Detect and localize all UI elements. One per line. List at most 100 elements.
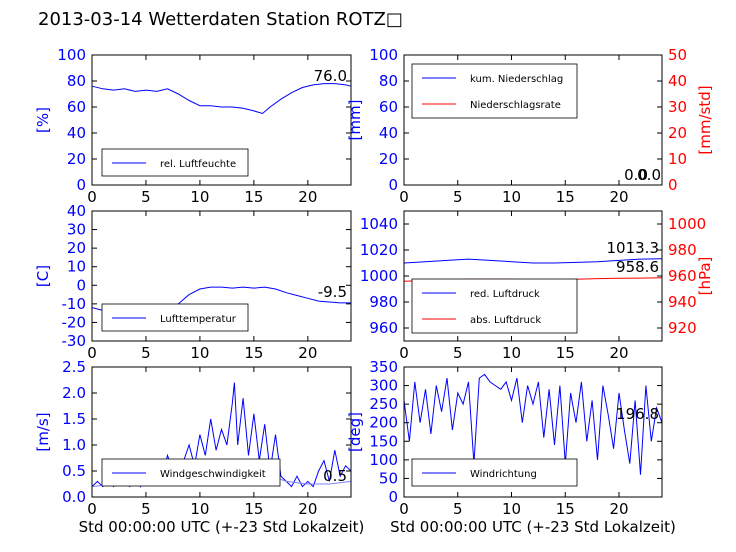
y-tick-label: 40 [379, 124, 398, 142]
y2-tick-label: 940 [668, 293, 697, 311]
x-tick-label: 20 [609, 188, 628, 206]
x-tick-label: 5 [453, 500, 463, 518]
y-axis-label: [m/s] [34, 412, 52, 451]
y-tick-label: 200 [369, 414, 398, 432]
y-tick-label: 100 [369, 46, 398, 64]
y-tick-label: -10 [62, 295, 87, 313]
x-tick-label: 20 [298, 344, 317, 362]
y-tick-label: 20 [67, 239, 86, 257]
y-tick-label: 0 [388, 488, 398, 506]
legend-box [411, 278, 578, 334]
x-axis-label: Std 00:00:00 UTC (+-23 Std Lokalzeit) [390, 518, 676, 536]
y-axis-label: [%] [34, 107, 52, 133]
x-tick-label: 20 [298, 500, 317, 518]
x-tick-label: 5 [141, 188, 151, 206]
y-tick-label: 80 [67, 72, 86, 90]
x-axis-label: Std 00:00:00 UTC (+-23 Std Lokalzeit) [79, 518, 365, 536]
y-tick-label: 10 [67, 258, 86, 276]
legend-label: Windrichtung [470, 469, 537, 480]
x-tick-label: 10 [190, 500, 209, 518]
y-tick-label: 350 [369, 358, 398, 376]
y-tick-label: 60 [379, 98, 398, 116]
y-axis-label: [deg] [346, 412, 364, 452]
x-tick-label: 5 [141, 500, 151, 518]
plot-frame [403, 54, 663, 186]
y2-tick-label: 960 [668, 267, 697, 285]
x-tick-label: 15 [244, 188, 263, 206]
value-annotation: 196.8 [616, 405, 659, 423]
y-tick-label: 40 [67, 124, 86, 142]
y-axis-label: [mm] [346, 100, 364, 141]
value-annotation: -9.5 [318, 283, 347, 301]
legend-box [411, 63, 578, 119]
y-tick-label: 960 [369, 319, 398, 337]
x-tick-label: 0 [87, 500, 97, 518]
x-tick-label: 15 [556, 188, 575, 206]
x-tick-label: 10 [190, 344, 209, 362]
y2-tick-label: 920 [668, 319, 697, 337]
y2-tick-label: 20 [668, 124, 687, 142]
series-line-0-0 [91, 83, 352, 115]
y-tick-label: 30 [67, 221, 86, 239]
y-axis-label: [C] [34, 265, 52, 287]
legend-box [101, 303, 249, 332]
value-annotation: 0.0 [637, 166, 661, 184]
x-tick-label: 0 [87, 188, 97, 206]
y-tick-label: -30 [62, 332, 87, 350]
x-tick-label: 0 [399, 344, 409, 362]
x-tick-label: 15 [244, 500, 263, 518]
plot-frame [91, 210, 352, 342]
y-tick-label: 0 [388, 176, 398, 194]
legend-label: red. Luftdruck [470, 289, 540, 300]
x-tick-label: 15 [556, 344, 575, 362]
x-tick-label: 0 [399, 500, 409, 518]
page-title: 2013-03-14 Wetterdaten Station ROTZ□ [38, 9, 403, 30]
value-annotation: 958.6 [616, 258, 659, 276]
y2-tick-label: 50 [668, 46, 687, 64]
legend-label: Windgeschwindigkeit [160, 469, 266, 480]
y-tick-label: 1000 [360, 267, 398, 285]
legend-label: kum. Niederschlag [470, 74, 563, 85]
x-tick-label: 10 [502, 500, 521, 518]
y-tick-label: 150 [369, 432, 398, 450]
y-tick-label: -20 [62, 313, 87, 331]
y-tick-label: 250 [369, 395, 398, 413]
x-tick-label: 20 [609, 344, 628, 362]
value-annotation: 0.0 [624, 166, 648, 184]
y-tick-label: 300 [369, 377, 398, 395]
y2-tick-label: 10 [668, 150, 687, 168]
x-tick-label: 5 [141, 344, 151, 362]
x-tick-label: 0 [87, 344, 97, 362]
x-tick-label: 0 [399, 188, 409, 206]
series-line-5-0 [403, 373, 663, 475]
y-tick-label: 100 [369, 451, 398, 469]
x-tick-label: 20 [609, 500, 628, 518]
x-tick-label: 10 [190, 188, 209, 206]
y-tick-label: 0.0 [62, 488, 86, 506]
value-annotation: 76.0 [314, 67, 347, 85]
y-tick-label: 1020 [360, 241, 398, 259]
y2-tick-label: 0 [668, 176, 678, 194]
series-line-3-0 [403, 258, 663, 264]
x-tick-label: 5 [453, 188, 463, 206]
x-tick-label: 15 [556, 500, 575, 518]
y-tick-label: 2.5 [62, 358, 86, 376]
plot-frame [403, 366, 663, 498]
y-tick-label: 60 [67, 98, 86, 116]
y2-tick-label: 40 [668, 72, 687, 90]
y-tick-label: 50 [379, 469, 398, 487]
y-tick-label: 0 [76, 276, 86, 294]
x-tick-label: 20 [298, 188, 317, 206]
x-tick-label: 5 [453, 344, 463, 362]
x-tick-label: 15 [244, 344, 263, 362]
y-tick-label: 80 [379, 72, 398, 90]
y-tick-label: 100 [57, 46, 86, 64]
y-tick-label: 40 [67, 202, 86, 220]
y-tick-label: 0.5 [62, 462, 86, 480]
y-tick-label: 0 [76, 176, 86, 194]
plot-frame [91, 54, 352, 186]
y2-axis-label: [hPa] [696, 257, 714, 296]
legend-label: abs. Luftdruck [470, 315, 541, 326]
legend-label: rel. Luftfeuchte [160, 159, 236, 170]
